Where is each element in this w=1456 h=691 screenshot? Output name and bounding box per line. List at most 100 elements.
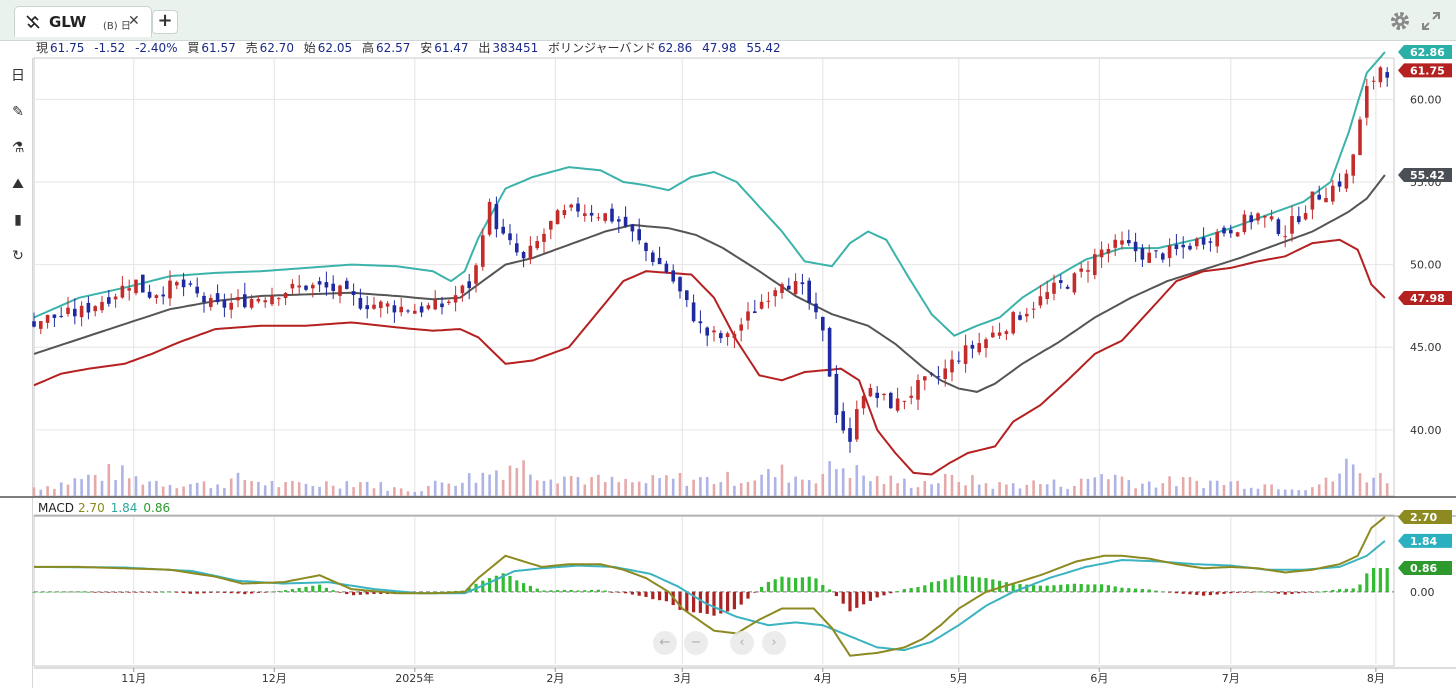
- zoom-out-button[interactable]: −: [684, 631, 708, 655]
- calendar-icon[interactable]: 日: [11, 68, 25, 84]
- volume-bar: [515, 468, 519, 496]
- candle-body: [617, 219, 621, 222]
- unlink-icon[interactable]: [25, 14, 41, 30]
- candle-body: [59, 315, 63, 317]
- candle-body: [147, 291, 152, 298]
- y-tick-label: 45.00: [1410, 341, 1442, 354]
- macd-histogram-bar: [984, 578, 988, 592]
- candle-body: [127, 288, 131, 291]
- macd-histogram-bar: [1052, 585, 1056, 592]
- volume-bar: [1311, 487, 1314, 496]
- gear-icon[interactable]: [1389, 10, 1411, 32]
- candle-body: [467, 281, 471, 289]
- add-tab-button[interactable]: +: [152, 10, 178, 34]
- candle-body: [1086, 270, 1090, 272]
- candle-body: [324, 282, 329, 288]
- macd-histogram-bar: [447, 591, 451, 592]
- candle-body: [161, 294, 165, 297]
- candle-body: [141, 274, 145, 293]
- macd-histogram-bar: [644, 591, 648, 597]
- candle-body: [1337, 181, 1342, 187]
- zoom-next-button[interactable]: ›: [762, 631, 786, 655]
- volume-bar: [1215, 480, 1219, 496]
- price-tag-bg: [1398, 168, 1452, 183]
- macd-histogram-bar: [576, 590, 580, 592]
- candle-body: [249, 299, 254, 308]
- volume-bar: [651, 475, 655, 496]
- candle-body: [1127, 239, 1131, 244]
- expand-icon[interactable]: [1420, 10, 1442, 32]
- candle-body: [1290, 216, 1294, 234]
- candle-body: [719, 333, 723, 339]
- macd-histogram-bar: [596, 589, 600, 592]
- candle-body: [753, 311, 757, 313]
- macd-histogram-bar: [1344, 588, 1348, 592]
- macd-histogram-bar: [1059, 584, 1063, 592]
- zoom-prev-button[interactable]: ‹: [730, 631, 754, 655]
- price-tag: 62.86: [1410, 46, 1445, 59]
- x-tick-label: 8月: [1367, 672, 1385, 685]
- macd-histogram-bar: [542, 590, 546, 592]
- close-tab-icon[interactable]: ✕: [128, 13, 140, 29]
- volume-bar: [590, 477, 593, 496]
- volume-bar: [1011, 483, 1015, 496]
- volume-bar: [229, 478, 233, 496]
- candle-body: [1269, 216, 1274, 220]
- candle-body: [555, 210, 560, 225]
- candle-body: [392, 305, 397, 313]
- mountain-chart-icon[interactable]: ⛰: [12, 176, 24, 192]
- x-tick-label: 2月: [546, 672, 564, 685]
- macd-histogram-bar: [535, 588, 539, 592]
- volume-bar: [930, 484, 933, 496]
- volume-bar: [39, 489, 43, 496]
- macd-histogram-bar: [1066, 584, 1070, 592]
- quote-info-bar: 現 61.75 -1.52 -2.40% 買 61.57 売 62.70 始 62.05…: [36, 40, 787, 56]
- pen-icon[interactable]: ✎: [12, 104, 24, 120]
- macd-histogram-bar: [590, 589, 594, 592]
- candle-body: [1331, 185, 1335, 202]
- refresh-icon[interactable]: ↻: [12, 248, 24, 264]
- macd-histogram-bar: [562, 589, 566, 592]
- volume-bar: [161, 486, 165, 496]
- volume-bar: [787, 482, 791, 496]
- tab-glw[interactable]: GLW (B) 日 ✕: [14, 6, 152, 37]
- candle-body: [1045, 292, 1049, 300]
- volume-bar: [148, 481, 151, 496]
- candle-body: [1181, 244, 1185, 248]
- macd-histogram-bar: [284, 590, 288, 592]
- candle-body: [1093, 254, 1097, 276]
- candle-body: [134, 279, 138, 294]
- volume-bar: [284, 482, 287, 496]
- bar-chart-icon[interactable]: ▮: [14, 212, 22, 228]
- candle-body: [1059, 280, 1063, 283]
- volume-bar: [1243, 488, 1246, 496]
- macd-histogram-bar: [93, 591, 97, 593]
- volume-bar: [1086, 478, 1090, 496]
- candle-body: [385, 303, 390, 307]
- price-tag-bg: [1398, 290, 1452, 305]
- volume-bar: [719, 482, 723, 496]
- candle-body: [120, 285, 125, 298]
- candle-body: [746, 311, 750, 321]
- candle-body: [66, 307, 70, 314]
- volume-bar: [1113, 474, 1117, 496]
- volume-bar: [495, 470, 498, 496]
- candle-body: [923, 376, 927, 381]
- volume-bar: [508, 465, 512, 496]
- candle-body: [902, 400, 907, 402]
- flask-icon[interactable]: ⚗: [11, 140, 25, 156]
- macd-histogram-bar: [1188, 591, 1192, 595]
- macd-histogram-bar: [617, 591, 621, 593]
- volume-bar: [175, 488, 179, 496]
- candle-body: [1303, 213, 1308, 220]
- candle-body: [304, 285, 308, 290]
- macd-histogram-bar: [957, 575, 961, 592]
- macd-histogram-bar: [379, 591, 383, 594]
- volume-bar: [1120, 476, 1124, 496]
- macd-histogram-bar: [834, 591, 838, 597]
- candle-body: [447, 301, 451, 303]
- scroll-left-button[interactable]: ←: [653, 631, 677, 655]
- volume-bar: [1073, 485, 1076, 496]
- bollinger-upper-value: 62.86: [657, 41, 693, 55]
